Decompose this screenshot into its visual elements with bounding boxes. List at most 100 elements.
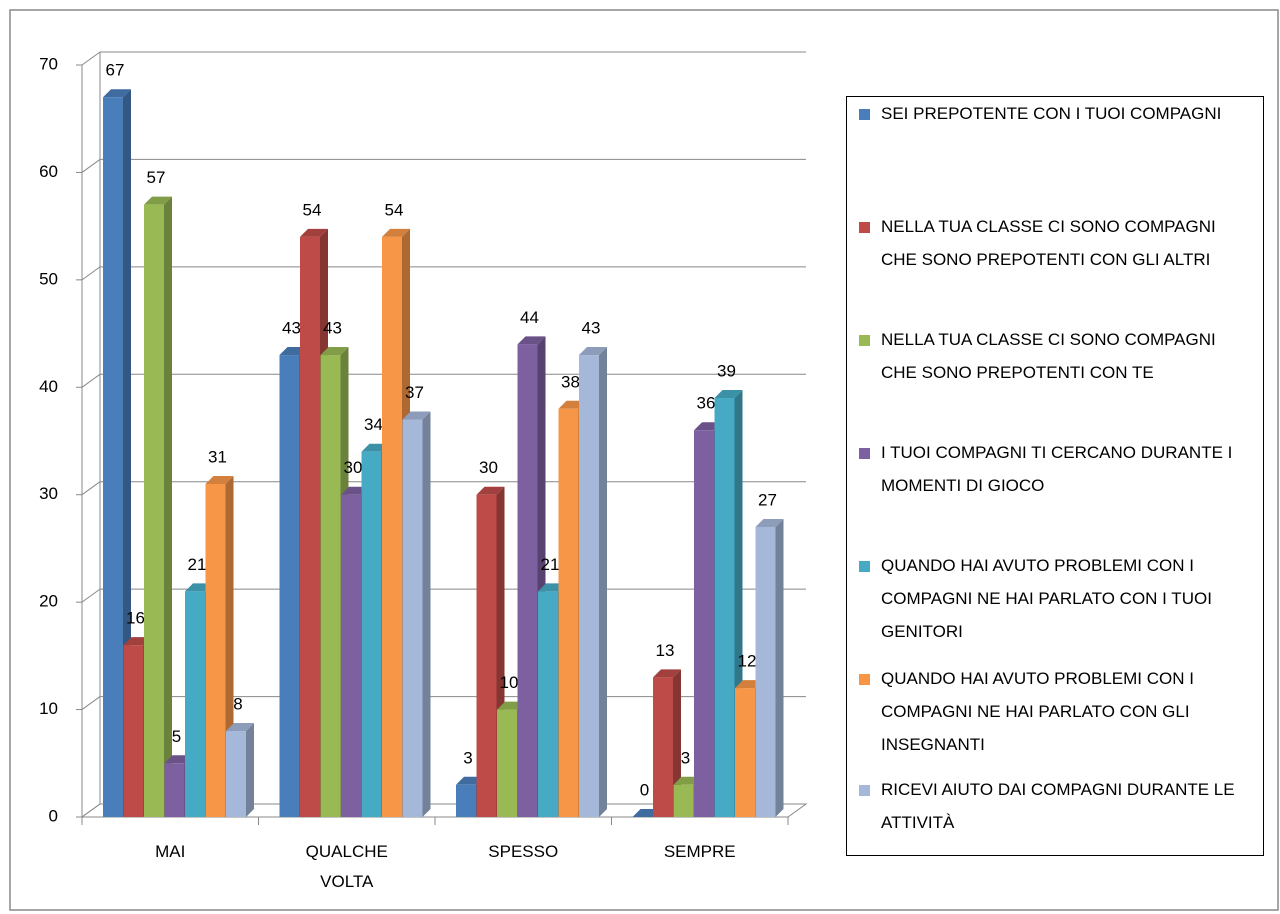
data-label: 34 — [364, 415, 383, 434]
grid-side — [81, 159, 101, 173]
y-tick-label: 10 — [39, 699, 58, 718]
data-label: 54 — [385, 200, 404, 219]
legend-swatch — [859, 561, 870, 572]
legend-swatch — [859, 335, 870, 346]
y-tick-label: 20 — [39, 592, 58, 611]
grid-side — [81, 481, 101, 496]
data-label: 12 — [738, 652, 757, 671]
data-label: 38 — [561, 372, 580, 391]
legend-label: QUANDO HAI AVUTO PROBLEMI CON I COMPAGNI… — [881, 669, 1194, 754]
bar-front — [402, 419, 423, 817]
data-label: 3 — [681, 748, 690, 767]
bar-front — [279, 355, 300, 817]
bar-top — [579, 347, 607, 356]
bar-front — [456, 784, 476, 817]
bar-front — [579, 355, 599, 817]
legend-label: QUANDO HAI AVUTO PROBLEMI CON I COMPAGNI… — [881, 556, 1212, 641]
data-label: 3 — [463, 748, 472, 767]
legend-entry: QUANDO HAI AVUTO PROBLEMI CON I COMPAGNI… — [857, 549, 1241, 648]
bar-front — [341, 494, 361, 817]
data-label: 10 — [500, 673, 519, 692]
bar-front — [673, 784, 694, 817]
legend-label: NELLA TUA CLASSE CI SONO COMPAGNI CHE SO… — [881, 330, 1216, 382]
bar-front — [205, 483, 226, 817]
data-label: 43 — [282, 319, 301, 338]
bar-front — [103, 97, 123, 817]
bar-front — [361, 451, 382, 817]
x-tick-label: SEMPRE — [663, 842, 736, 861]
bar-front — [755, 526, 776, 817]
bar-top — [714, 390, 743, 399]
bar-top — [382, 228, 410, 237]
legend-label: NELLA TUA CLASSE CI SONO COMPAGNI CHE SO… — [881, 217, 1216, 269]
y-tick-label: 40 — [39, 377, 58, 396]
data-label: 39 — [717, 362, 736, 381]
bar-top — [402, 411, 431, 420]
y-tick-label: 60 — [39, 162, 58, 181]
legend-entry: RICEVI AIUTO DAI COMPAGNI DURANTE LE ATT… — [857, 773, 1241, 839]
x-tick-label: SPESSO — [488, 842, 559, 861]
bar-front — [144, 204, 164, 817]
bar-top — [755, 518, 784, 527]
legend-label: I TUOI COMPAGNI TI CERCANO DURANTE I MOM… — [881, 443, 1233, 495]
bar-top — [226, 723, 254, 732]
legend-entry: QUANDO HAI AVUTO PROBLEMI CON I COMPAGNI… — [857, 662, 1241, 761]
data-label: 0 — [640, 780, 649, 799]
legend-swatch — [859, 448, 870, 459]
y-tick-label: 50 — [39, 269, 58, 288]
bar-front — [538, 591, 558, 817]
x-tick-label: QUALCHE VOLTA — [305, 842, 388, 891]
bar-front — [714, 398, 735, 817]
data-label: 36 — [697, 394, 716, 413]
legend-swatch — [859, 674, 870, 685]
grid-side — [81, 588, 101, 603]
chart-border — [9, 9, 1279, 911]
bar-front — [185, 591, 205, 817]
data-label: 5 — [172, 727, 181, 746]
bar — [579, 347, 607, 817]
bar-top — [144, 196, 172, 205]
bar — [402, 411, 431, 817]
bar-top — [320, 347, 349, 356]
y-tick-label: 30 — [39, 484, 58, 503]
grid-side — [81, 803, 101, 818]
data-label: 21 — [541, 555, 560, 574]
bar-top — [205, 475, 234, 484]
bar — [144, 196, 172, 817]
legend-entry: NELLA TUA CLASSE CI SONO COMPAGNI CHE SO… — [857, 323, 1241, 389]
bar-front — [164, 763, 185, 817]
bar-side — [246, 723, 254, 817]
data-label: 31 — [208, 447, 227, 466]
bar-front — [123, 645, 144, 817]
legend-entry: NELLA TUA CLASSE CI SONO COMPAGNI CHE SO… — [857, 210, 1241, 276]
data-label: 54 — [303, 200, 322, 219]
bar-side — [164, 196, 172, 817]
bar-front — [497, 709, 517, 817]
bar-front — [735, 688, 755, 817]
bar-top — [476, 486, 505, 495]
data-label: 8 — [233, 695, 242, 714]
legend-swatch — [859, 109, 870, 120]
bar-side — [775, 518, 784, 817]
y-tick-label: 0 — [49, 806, 58, 825]
data-label: 67 — [106, 61, 125, 80]
legend-label: RICEVI AIUTO DAI COMPAGNI DURANTE LE ATT… — [881, 780, 1235, 832]
grid-side — [81, 696, 101, 710]
grid-side — [81, 266, 101, 281]
data-label: 43 — [582, 319, 601, 338]
bar-front — [653, 677, 673, 817]
bar-top — [103, 89, 131, 98]
data-label: 44 — [520, 308, 539, 327]
legend-swatch — [859, 222, 870, 233]
data-label: 37 — [405, 383, 424, 402]
legend-entry: SEI PREPOTENTE CON I TUOI COMPAGNI — [857, 97, 1241, 130]
legend-label: SEI PREPOTENTE CON I TUOI COMPAGNI — [881, 104, 1222, 123]
bar-front — [226, 731, 246, 817]
bar-front — [382, 236, 402, 817]
data-label: 13 — [656, 641, 675, 660]
bar-side — [123, 89, 131, 817]
y-tick-label: 70 — [39, 54, 58, 73]
bar — [226, 723, 254, 817]
data-label: 57 — [147, 168, 166, 187]
